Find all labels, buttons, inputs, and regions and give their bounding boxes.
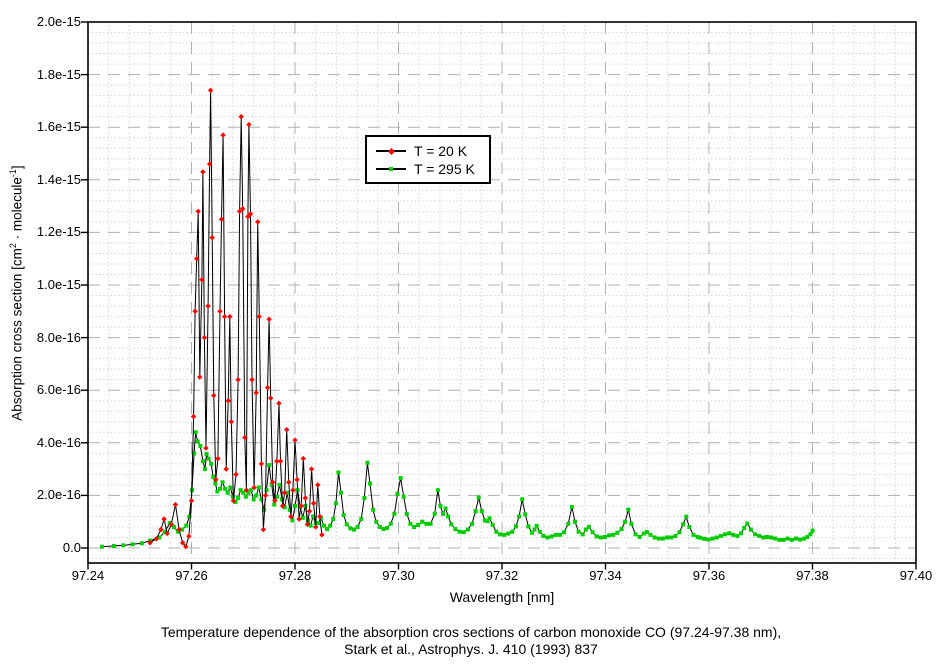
y-tick-label: 1.6e-15 <box>36 119 81 135</box>
y-tick-label: 1.2e-15 <box>36 224 81 240</box>
plot-border <box>87 21 917 564</box>
x-axis-title: Wavelength [nm] <box>449 589 555 605</box>
x-tick-label: 97.38 <box>796 568 829 583</box>
legend-label: T = 20 K <box>414 143 468 159</box>
y-title-sup-minus1: -1 <box>8 169 18 178</box>
legend: T = 20 K T = 295 K <box>365 135 491 184</box>
caption-line-2: Stark et al., Astrophys. J. 410 (1993) 8… <box>344 640 598 657</box>
y-title-text: Absorption cross section [cm <box>9 248 25 421</box>
y-axis-title: Absorption cross section [cm2 · molecule… <box>8 165 25 420</box>
y-tick-label: 6.0e-16 <box>36 382 81 398</box>
legend-line-sample <box>376 147 406 155</box>
y-tick-label: 4.0e-16 <box>36 434 81 450</box>
caption-line-1: Temperature dependence of the absorption… <box>160 624 782 640</box>
y-tick-label: 2.0e-15 <box>36 14 81 29</box>
legend-entry-t-295k: T = 295 K <box>367 160 489 178</box>
y-tick-label: 0.0 <box>62 540 81 555</box>
legend-line-sample <box>376 167 406 171</box>
legend-entry-t-20k: T = 20 K <box>367 142 489 160</box>
x-tick-label: 97.30 <box>382 568 415 583</box>
major-gridlines <box>88 22 916 563</box>
square-marker-icon <box>389 167 393 171</box>
axis-ticks <box>81 21 917 570</box>
y-tick-label: 1.4e-15 <box>36 171 81 187</box>
figure-caption: Temperature dependence of the absorption… <box>0 624 942 657</box>
series-markers-t-20-k <box>147 87 325 550</box>
y-title-mid: · molecule <box>9 177 25 244</box>
diamond-marker-icon <box>387 147 395 155</box>
y-tick-label: 8.0e-16 <box>36 329 81 345</box>
series-t-20-k <box>147 87 325 550</box>
series-markers-t-295-k <box>99 430 815 549</box>
x-tick-label: 97.32 <box>485 568 519 583</box>
x-tick-label: 97.28 <box>278 568 312 583</box>
y-title-sup-2: 2 <box>8 243 18 249</box>
x-tick-label: 97.40 <box>899 568 933 583</box>
x-tick-label: 97.34 <box>589 568 622 583</box>
legend-label: T = 295 K <box>414 161 475 177</box>
y-tick-label: 1.8e-15 <box>36 66 81 82</box>
x-tick-label: 97.26 <box>175 568 208 583</box>
y-tick-label: 1.0e-15 <box>36 277 81 292</box>
y-tick-label: 2.0e-16 <box>36 487 81 503</box>
x-tick-label: 97.24 <box>71 568 105 583</box>
series-t-295-k <box>99 430 815 549</box>
x-tick-label: 97.36 <box>692 568 726 583</box>
y-title-suffix: ] <box>9 165 25 170</box>
